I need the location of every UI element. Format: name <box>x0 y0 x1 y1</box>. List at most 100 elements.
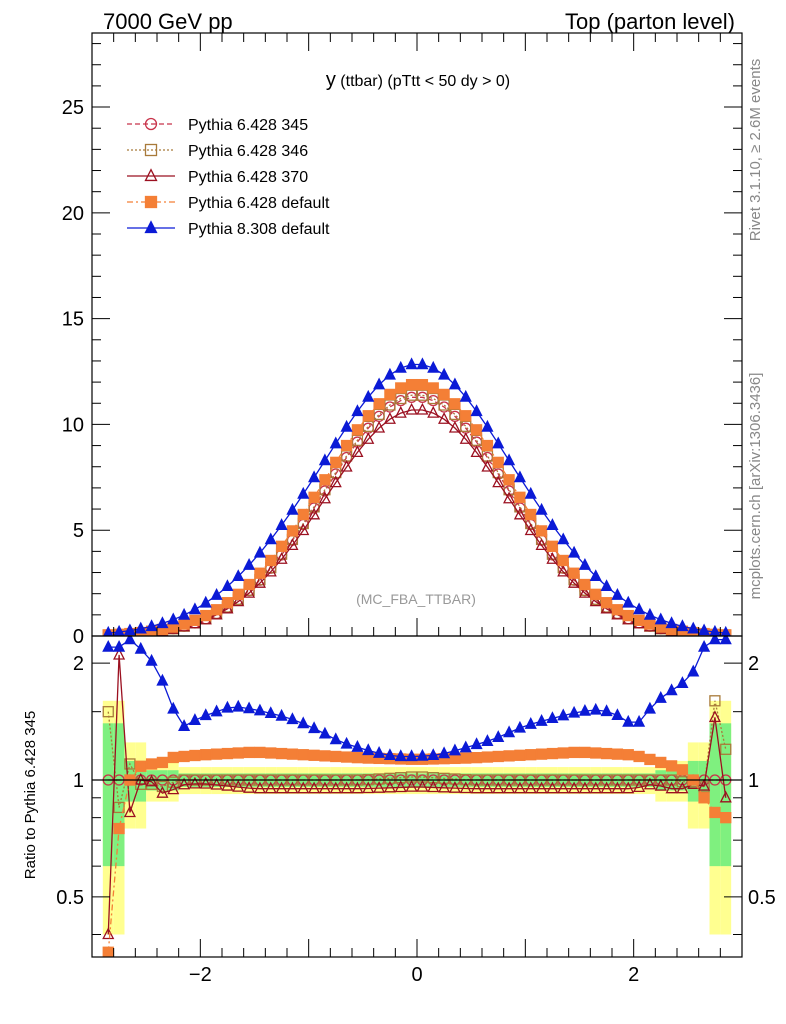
ratio-marker <box>394 780 407 793</box>
ratio-marker <box>546 781 559 794</box>
ratio-marker <box>329 781 342 794</box>
upper-marker <box>253 575 266 588</box>
ratio-marker <box>113 647 126 660</box>
upper-marker <box>535 538 548 551</box>
upper-marker <box>373 377 386 390</box>
ratio-marker <box>265 747 277 759</box>
upper-marker <box>275 552 288 564</box>
upper-marker <box>449 398 461 410</box>
ratio-marker <box>156 785 169 798</box>
upper-marker <box>427 382 439 394</box>
upper-marker <box>156 616 169 629</box>
ratio-marker <box>503 750 515 762</box>
header-right: Top (parton level) <box>565 9 735 34</box>
upper-marker <box>394 360 407 373</box>
ratio-marker <box>351 740 364 752</box>
upper-marker <box>438 388 450 401</box>
legend-label: Pythia 6.428 default <box>188 195 330 212</box>
ratio-marker <box>513 781 526 794</box>
ratio-band-green <box>709 723 721 867</box>
upper-marker <box>459 389 472 402</box>
upper-marker <box>481 419 494 432</box>
ratio-marker <box>665 683 678 696</box>
upper-marker <box>340 459 353 472</box>
ratio-band-green <box>102 723 114 867</box>
upper-marker <box>492 436 505 449</box>
ratio-marker <box>514 749 526 761</box>
upper-marker <box>546 552 559 564</box>
upper-marker <box>633 602 646 615</box>
ratio-marker <box>644 753 656 766</box>
upper-marker <box>329 475 342 488</box>
ratio-marker <box>167 782 180 795</box>
ratio-marker <box>113 639 126 652</box>
upper-marker <box>178 607 191 620</box>
upper-marker <box>319 474 331 486</box>
upper-marker <box>611 604 624 616</box>
ratio-marker <box>405 749 418 762</box>
ratio-marker <box>611 748 624 760</box>
ratio-marker <box>535 781 548 794</box>
upper-marker <box>210 604 223 616</box>
upper-marker <box>362 432 375 444</box>
upper-marker <box>438 367 451 380</box>
ratio-marker <box>297 781 310 794</box>
lower-panel-curves <box>92 636 742 957</box>
upper-ytick-label: 10 <box>62 414 84 436</box>
ratio-marker <box>643 701 656 714</box>
upper-marker <box>362 410 374 422</box>
upper-marker <box>427 360 440 373</box>
ratio-marker <box>308 721 321 734</box>
ratio-marker <box>156 780 169 793</box>
ratio-marker <box>448 743 461 756</box>
ratio-marker <box>135 760 147 772</box>
upper-marker <box>113 624 125 636</box>
rivet-label: Rivet 3.1.10, ≥ 2.6M events <box>747 59 764 242</box>
ratio-marker <box>286 748 299 760</box>
ratio-marker <box>427 780 440 793</box>
ratio-marker <box>178 777 191 790</box>
xtick-label: 0 <box>411 964 422 986</box>
ratio-marker <box>600 704 613 717</box>
ratio-marker <box>470 751 483 764</box>
ratio-marker <box>102 706 114 718</box>
upper-marker <box>103 625 114 636</box>
ratio-marker <box>535 748 548 760</box>
upper-marker <box>330 456 342 469</box>
ratio-marker <box>492 781 505 794</box>
upper-marker <box>329 436 342 449</box>
ratio-marker <box>524 781 537 794</box>
ratio-marker <box>373 780 386 793</box>
lower-ytick-label: 1 <box>73 770 84 792</box>
upper-marker <box>514 491 526 503</box>
ratio-marker <box>383 780 396 793</box>
upper-marker <box>568 575 581 588</box>
legend-label: Pythia 6.428 346 <box>188 143 308 160</box>
ratio-marker <box>188 713 201 726</box>
ratio-marker <box>221 700 234 713</box>
ratio-marker <box>460 752 472 764</box>
ratio-marker <box>427 748 440 761</box>
ratio-marker <box>557 708 570 721</box>
ratio-marker <box>243 746 255 759</box>
upper-marker <box>383 367 396 380</box>
upper-marker <box>448 420 461 433</box>
upper-marker <box>405 402 418 415</box>
upper-marker <box>308 507 321 520</box>
ratio-marker <box>687 664 700 677</box>
upper-marker <box>243 558 256 570</box>
ratio-marker <box>709 695 721 707</box>
upper-marker <box>232 594 245 607</box>
upper-marker <box>503 453 516 466</box>
upper-marker <box>253 545 266 558</box>
upper-marker <box>199 595 212 608</box>
upper-marker <box>232 569 245 582</box>
legend: Pythia 6.428 345 Pythia 6.428 346 Pythia 6… <box>127 117 330 238</box>
upper-marker <box>687 621 700 634</box>
upper-marker <box>340 419 353 432</box>
ratio-marker <box>698 778 711 791</box>
ratio-marker <box>188 776 201 789</box>
ratio-marker <box>655 756 667 769</box>
ratio-marker <box>720 811 732 824</box>
ratio-marker <box>286 781 299 794</box>
